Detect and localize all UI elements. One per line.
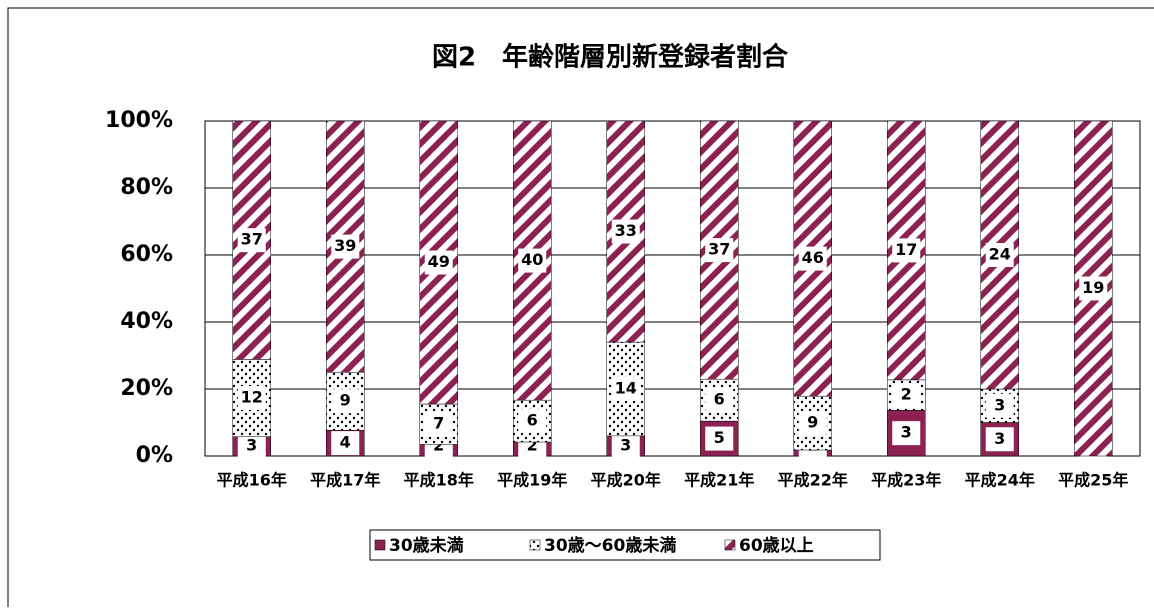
x-tick-label: 平成25年 — [1058, 471, 1128, 490]
x-tick-label: 平成20年 — [591, 471, 661, 490]
data-label-bg — [798, 246, 827, 271]
data-label-bg — [424, 250, 453, 275]
x-tick-label: 平成21年 — [684, 471, 754, 490]
y-tick-label: 20% — [120, 376, 173, 401]
data-label: 14 — [615, 379, 637, 398]
data-label-bg — [237, 434, 266, 458]
data-label: 4 — [340, 433, 351, 452]
data-label-bg — [985, 393, 1014, 418]
data-label-bg — [798, 411, 827, 436]
data-label-bg — [611, 219, 640, 244]
data-label: 24 — [989, 245, 1011, 264]
data-label: 40 — [521, 250, 543, 269]
data-label-bg — [705, 426, 734, 451]
data-label-bg — [892, 383, 921, 408]
data-label: 12 — [241, 388, 263, 407]
data-label: 37 — [241, 230, 263, 249]
data-label-bg — [424, 412, 453, 437]
data-label-bg — [892, 238, 921, 263]
y-tick-label: 40% — [120, 309, 173, 334]
y-tick-label: 80% — [120, 175, 173, 200]
data-label: 5 — [714, 428, 725, 447]
data-label: 2 — [433, 436, 444, 455]
x-tick-label: 平成17年 — [310, 471, 380, 490]
data-label-bg — [611, 433, 640, 458]
data-label: 7 — [433, 414, 444, 433]
data-label: 3 — [901, 423, 912, 442]
data-label: 39 — [334, 236, 356, 255]
y-tick-label: 100% — [105, 108, 173, 133]
data-label: 37 — [708, 240, 730, 259]
data-label-bg — [985, 243, 1014, 267]
data-label: 49 — [428, 252, 450, 271]
legend-box — [369, 529, 881, 561]
data-label-bg — [331, 431, 360, 456]
data-label-bg — [237, 228, 266, 253]
data-label: 3 — [620, 435, 631, 454]
data-label: 3 — [246, 436, 257, 455]
data-label: 2 — [901, 385, 912, 404]
data-label: 19 — [1082, 278, 1104, 297]
x-tick-label: 平成24年 — [965, 471, 1035, 490]
data-label-bg — [985, 427, 1014, 452]
x-tick-label: 平成16年 — [217, 471, 287, 490]
x-tick-label: 平成23年 — [871, 471, 941, 490]
data-label: 17 — [895, 240, 917, 259]
data-label-bg — [892, 421, 921, 446]
frame — [7, 7, 1154, 611]
chart-title: 図2 年齢階層別新登録者割合 — [432, 42, 789, 73]
data-label-bg — [331, 234, 360, 259]
legend-label: 30歳～60歳未満 — [544, 535, 676, 556]
data-label-bg — [518, 248, 547, 273]
data-label: 3 — [994, 429, 1005, 448]
data-label-bg — [518, 409, 547, 434]
legend-swatch — [374, 539, 386, 551]
data-label: 2 — [527, 436, 538, 455]
x-tick-label: 平成19年 — [497, 471, 567, 490]
data-label: 9 — [807, 413, 818, 432]
data-label: 3 — [994, 395, 1005, 414]
legend-swatch — [724, 539, 736, 551]
data-label-bg — [611, 377, 640, 401]
legend-swatch — [529, 539, 541, 551]
data-label-bg — [705, 238, 734, 263]
data-label: 46 — [802, 248, 824, 267]
y-tick-label: 0% — [136, 443, 173, 468]
x-tick-label: 平成18年 — [404, 471, 474, 490]
data-label: 6 — [527, 411, 538, 430]
legend-label: 60歳以上 — [739, 535, 814, 556]
data-label-bg — [237, 386, 266, 411]
data-label-bg — [705, 388, 734, 413]
data-label: 9 — [340, 391, 351, 410]
x-tick-label: 平成22年 — [778, 471, 848, 490]
data-label: 33 — [615, 221, 637, 240]
data-label-bg — [1079, 276, 1108, 301]
data-label: 6 — [714, 390, 725, 409]
data-label-bg — [331, 389, 360, 414]
legend-label: 30歳未満 — [389, 535, 464, 556]
y-tick-label: 60% — [120, 242, 173, 267]
